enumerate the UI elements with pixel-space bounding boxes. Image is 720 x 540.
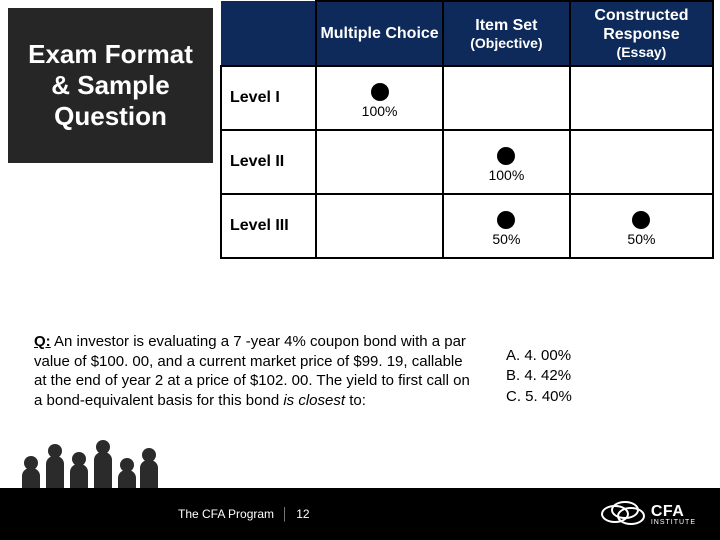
answer-option: C. 5. 40% <box>506 387 572 407</box>
q-label: Q: <box>34 333 51 350</box>
footer-program: The CFA Program <box>178 507 274 521</box>
question-italic: is closest <box>283 392 345 409</box>
col-title: Multiple Choice <box>320 25 438 42</box>
slide-title: Exam Format & Sample Question <box>8 8 213 163</box>
answer-choices: A. 4. 00%B. 4. 42%C. 5. 40% <box>506 346 572 407</box>
table-corner <box>221 1 316 66</box>
table-cell: 50% <box>443 194 570 258</box>
table-cell <box>443 66 570 130</box>
table-cell: 100% <box>443 130 570 194</box>
exam-format-table: Multiple Choice Item Set (Objective) Con… <box>220 0 714 259</box>
footer-text: The CFA Program │ 12 <box>178 507 310 521</box>
col-header-mc: Multiple Choice <box>316 1 443 66</box>
question-text-2: to: <box>345 392 366 409</box>
col-title: Constructed Response <box>594 7 688 43</box>
dot-icon <box>497 211 515 229</box>
table-row: Level III 50%50% <box>221 194 713 258</box>
cfa-logo-sub: INSTITUTE <box>651 519 696 526</box>
dot-icon <box>632 211 650 229</box>
table-cell <box>570 130 713 194</box>
answer-option: A. 4. 00% <box>506 346 572 366</box>
col-header-constructed: Constructed Response (Essay) <box>570 1 713 66</box>
col-sub: (Essay) <box>573 44 710 61</box>
table-cell <box>316 194 443 258</box>
answer-option: B. 4. 42% <box>506 366 572 386</box>
row-label: Level II <box>221 130 316 194</box>
col-sub: (Objective) <box>446 35 567 52</box>
cell-percent: 100% <box>317 103 442 119</box>
table-cell <box>570 66 713 130</box>
col-header-itemset: Item Set (Objective) <box>443 1 570 66</box>
cell-percent: 100% <box>444 167 569 183</box>
dot-icon <box>497 147 515 165</box>
footer-divider: │ <box>281 507 289 521</box>
footer-page: 12 <box>296 507 309 521</box>
footer: The CFA Program │ 12 CFA INSTITUTE <box>0 488 720 540</box>
col-title: Item Set <box>475 17 537 34</box>
cell-percent: 50% <box>444 231 569 247</box>
dot-icon <box>371 83 389 101</box>
cell-percent: 50% <box>571 231 712 247</box>
sample-question: Q: An investor is evaluating a 7 -year 4… <box>34 332 474 410</box>
table-cell <box>316 130 443 194</box>
row-label: Level III <box>221 194 316 258</box>
question-text-1: An investor is evaluating a 7 -year 4% c… <box>34 333 470 409</box>
table-cell: 100% <box>316 66 443 130</box>
cfa-logo: CFA INSTITUTE <box>601 501 696 527</box>
cfa-logo-icon <box>601 501 645 527</box>
table-row: Level II 100% <box>221 130 713 194</box>
table-cell: 50% <box>570 194 713 258</box>
table-row: Level I100% <box>221 66 713 130</box>
row-label: Level I <box>221 66 316 130</box>
